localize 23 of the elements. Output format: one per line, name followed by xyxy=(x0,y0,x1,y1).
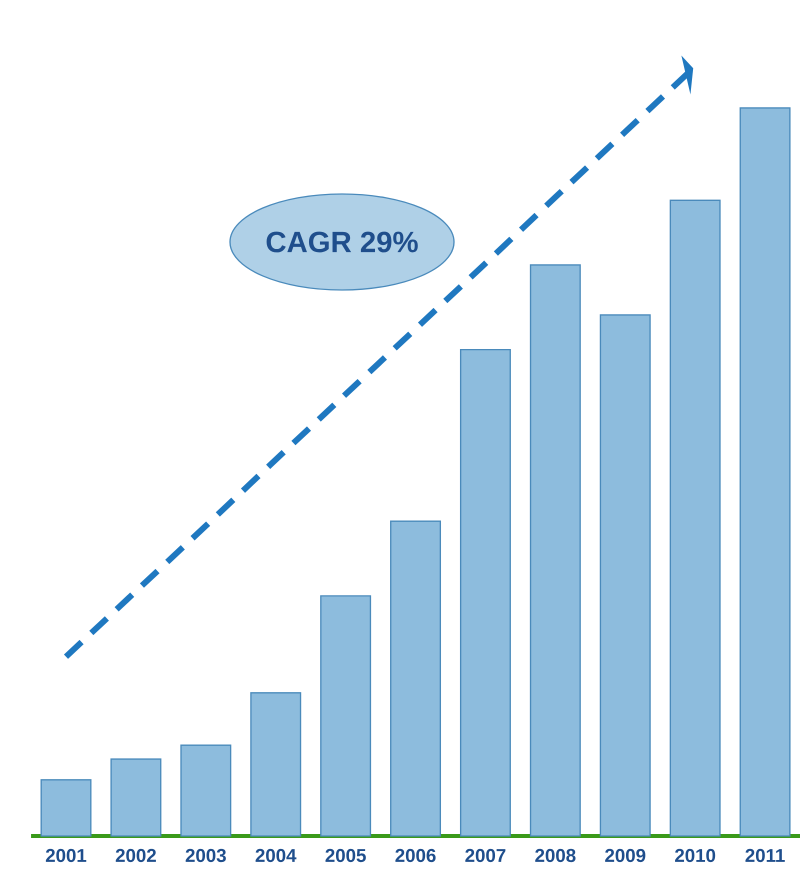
x-tick-label: 2003 xyxy=(186,848,226,862)
bar xyxy=(390,520,442,837)
x-tick-label: 2011 xyxy=(745,848,785,862)
x-tick-label: 2010 xyxy=(675,848,716,862)
bar xyxy=(460,348,511,837)
x-tick-label: 2005 xyxy=(326,848,366,862)
x-tick-label: 2007 xyxy=(465,848,506,862)
x-tick-label: 2006 xyxy=(395,848,436,862)
bar xyxy=(740,107,791,837)
annotation: CAGR 29% xyxy=(266,232,418,252)
x-tick-label: 2004 xyxy=(256,848,296,862)
bar xyxy=(110,758,162,837)
bar xyxy=(600,314,651,837)
bar xyxy=(670,200,721,837)
x-tick-label: 2008 xyxy=(535,848,576,862)
bar xyxy=(530,264,581,837)
bar xyxy=(320,595,372,837)
bar xyxy=(250,692,302,837)
bar xyxy=(40,779,92,837)
x-tick-label: 2002 xyxy=(116,848,156,862)
bar xyxy=(180,744,232,837)
x-tick-label: 2001 xyxy=(46,848,86,862)
x-tick-label: 2009 xyxy=(605,848,646,862)
